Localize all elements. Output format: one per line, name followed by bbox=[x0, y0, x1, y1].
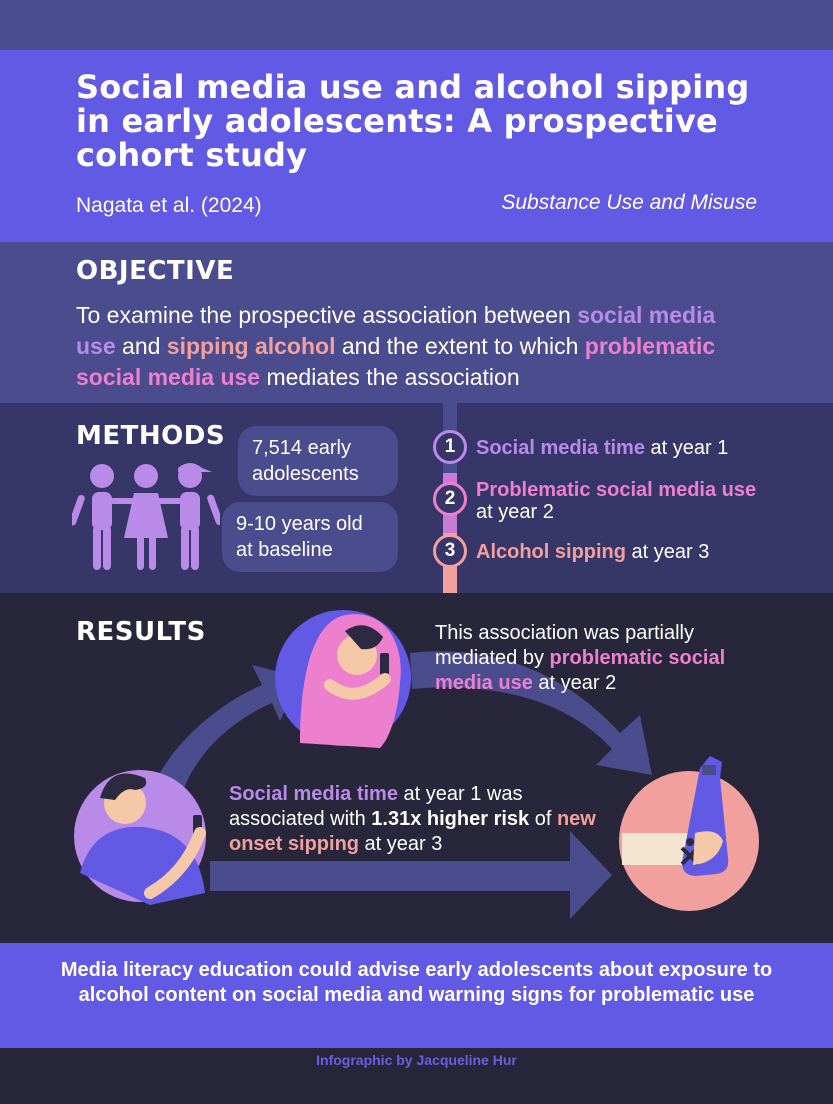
participants-bubble: 7,514 early adolescents bbox=[238, 426, 398, 496]
step-2: Problematic social media use at year 2 bbox=[476, 479, 766, 523]
main-result-text: Social media time at year 1 was associat… bbox=[229, 782, 599, 857]
main-result-text-2: of bbox=[529, 808, 557, 830]
step-number-2: 2 bbox=[433, 482, 467, 516]
objective-text-3: and the extent to which bbox=[335, 333, 585, 359]
main-result-highlight-2: new onset sipping bbox=[229, 808, 596, 855]
main-result-text-3: at year 3 bbox=[359, 833, 443, 855]
objective-highlight-alcohol: sipping alcohol bbox=[166, 333, 336, 359]
step-number-1: 1 bbox=[433, 430, 467, 464]
step-3-text: at year 3 bbox=[626, 541, 710, 563]
mediation-text-1: This association was partially mediated … bbox=[435, 622, 694, 669]
journal-name: Substance Use and Misuse bbox=[501, 191, 757, 214]
main-result-risk: 1.31x higher risk bbox=[371, 808, 530, 830]
author-citation: Nagata et al. (2024) bbox=[76, 194, 262, 217]
objective-highlight-problematic: problematic social media use bbox=[76, 333, 716, 390]
page-title: Social media use and alcohol sipping in … bbox=[76, 68, 750, 174]
objective-band bbox=[0, 242, 833, 403]
objective-text: To examine the prospective association b… bbox=[76, 300, 756, 393]
title-band bbox=[0, 50, 833, 242]
mediation-highlight: problematic social media use bbox=[435, 647, 726, 694]
objective-text-4: mediates the association bbox=[260, 364, 520, 390]
step-1-text: at year 1 bbox=[644, 437, 729, 459]
footer-band bbox=[0, 1048, 833, 1104]
step-1-highlight: Social media time bbox=[476, 437, 645, 459]
step-3: Alcohol sipping at year 3 bbox=[476, 541, 776, 563]
mediation-text: This association was partially mediated … bbox=[435, 621, 765, 696]
main-result-highlight-1: Social media time bbox=[229, 783, 398, 805]
objective-text-1: To examine the prospective association b… bbox=[76, 302, 578, 328]
results-illustration bbox=[74, 610, 759, 919]
children-group-icon bbox=[72, 463, 220, 570]
objective-highlight-social-media: social media use bbox=[76, 302, 716, 359]
conclusion-text: Media literacy education could advise ea… bbox=[60, 959, 773, 1006]
flow-arrows-icon bbox=[150, 651, 652, 919]
step-2-highlight: Problematic social media use bbox=[476, 479, 757, 501]
results-heading: RESULTS bbox=[76, 617, 206, 647]
methods-heading: METHODS bbox=[76, 421, 226, 451]
top-band bbox=[0, 0, 833, 50]
phone-user-icon bbox=[74, 770, 206, 905]
conclusion-band bbox=[0, 943, 833, 1048]
hoodie-person-icon bbox=[275, 610, 411, 748]
objective-heading: OBJECTIVE bbox=[76, 256, 235, 286]
step-2-text: at year 2 bbox=[476, 501, 554, 523]
main-result-text-1: at year 1 was associated with bbox=[229, 783, 523, 830]
footer-credit: Infographic by Jacqueline Hur bbox=[316, 1052, 517, 1068]
age-bubble: 9-10 years old at baseline bbox=[222, 502, 398, 572]
alcohol-bottle-icon bbox=[619, 756, 759, 911]
mediation-text-2: at year 2 bbox=[532, 672, 617, 694]
step-1: Social media time at year 1 bbox=[476, 437, 776, 459]
step-3-highlight: Alcohol sipping bbox=[476, 541, 626, 563]
step-number-3: 3 bbox=[433, 534, 467, 568]
objective-text-2: and bbox=[115, 333, 167, 359]
